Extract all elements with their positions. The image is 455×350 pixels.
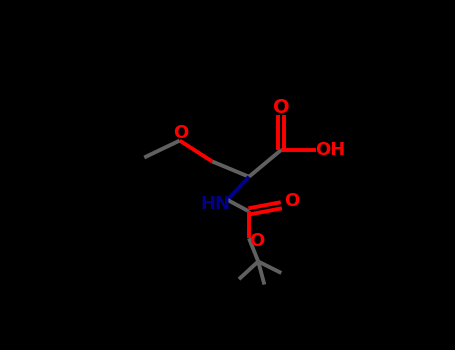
Text: OH: OH — [315, 141, 345, 159]
Text: O: O — [284, 193, 300, 210]
Text: HN: HN — [200, 195, 230, 213]
Text: O: O — [273, 98, 290, 117]
Text: O: O — [249, 232, 264, 250]
Text: O: O — [174, 124, 189, 142]
